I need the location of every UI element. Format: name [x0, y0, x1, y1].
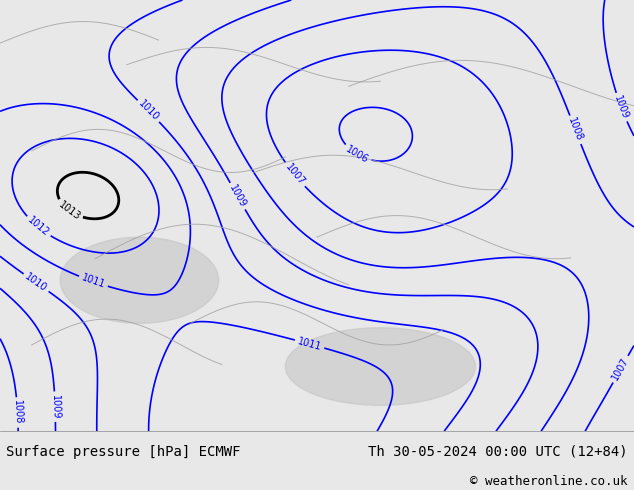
Text: 1009: 1009: [49, 394, 60, 419]
Text: © weatheronline.co.uk: © weatheronline.co.uk: [470, 475, 628, 488]
Ellipse shape: [60, 237, 219, 323]
Text: 1008: 1008: [12, 400, 23, 425]
Text: 1009: 1009: [612, 94, 630, 121]
Text: Surface pressure [hPa] ECMWF: Surface pressure [hPa] ECMWF: [6, 445, 241, 459]
Text: 1013: 1013: [56, 199, 82, 222]
Text: 1007: 1007: [283, 162, 306, 188]
Text: 1006: 1006: [344, 144, 370, 165]
Text: 1011: 1011: [80, 273, 107, 290]
Text: 1012: 1012: [25, 215, 51, 239]
Text: 1010: 1010: [136, 99, 160, 123]
Ellipse shape: [285, 328, 476, 405]
Text: 1007: 1007: [610, 356, 631, 382]
Text: 1008: 1008: [566, 117, 585, 143]
Text: 1009: 1009: [228, 183, 248, 209]
Text: 1011: 1011: [297, 336, 323, 352]
Text: 1010: 1010: [23, 271, 49, 294]
Text: Th 30-05-2024 00:00 UTC (12+84): Th 30-05-2024 00:00 UTC (12+84): [368, 445, 628, 459]
